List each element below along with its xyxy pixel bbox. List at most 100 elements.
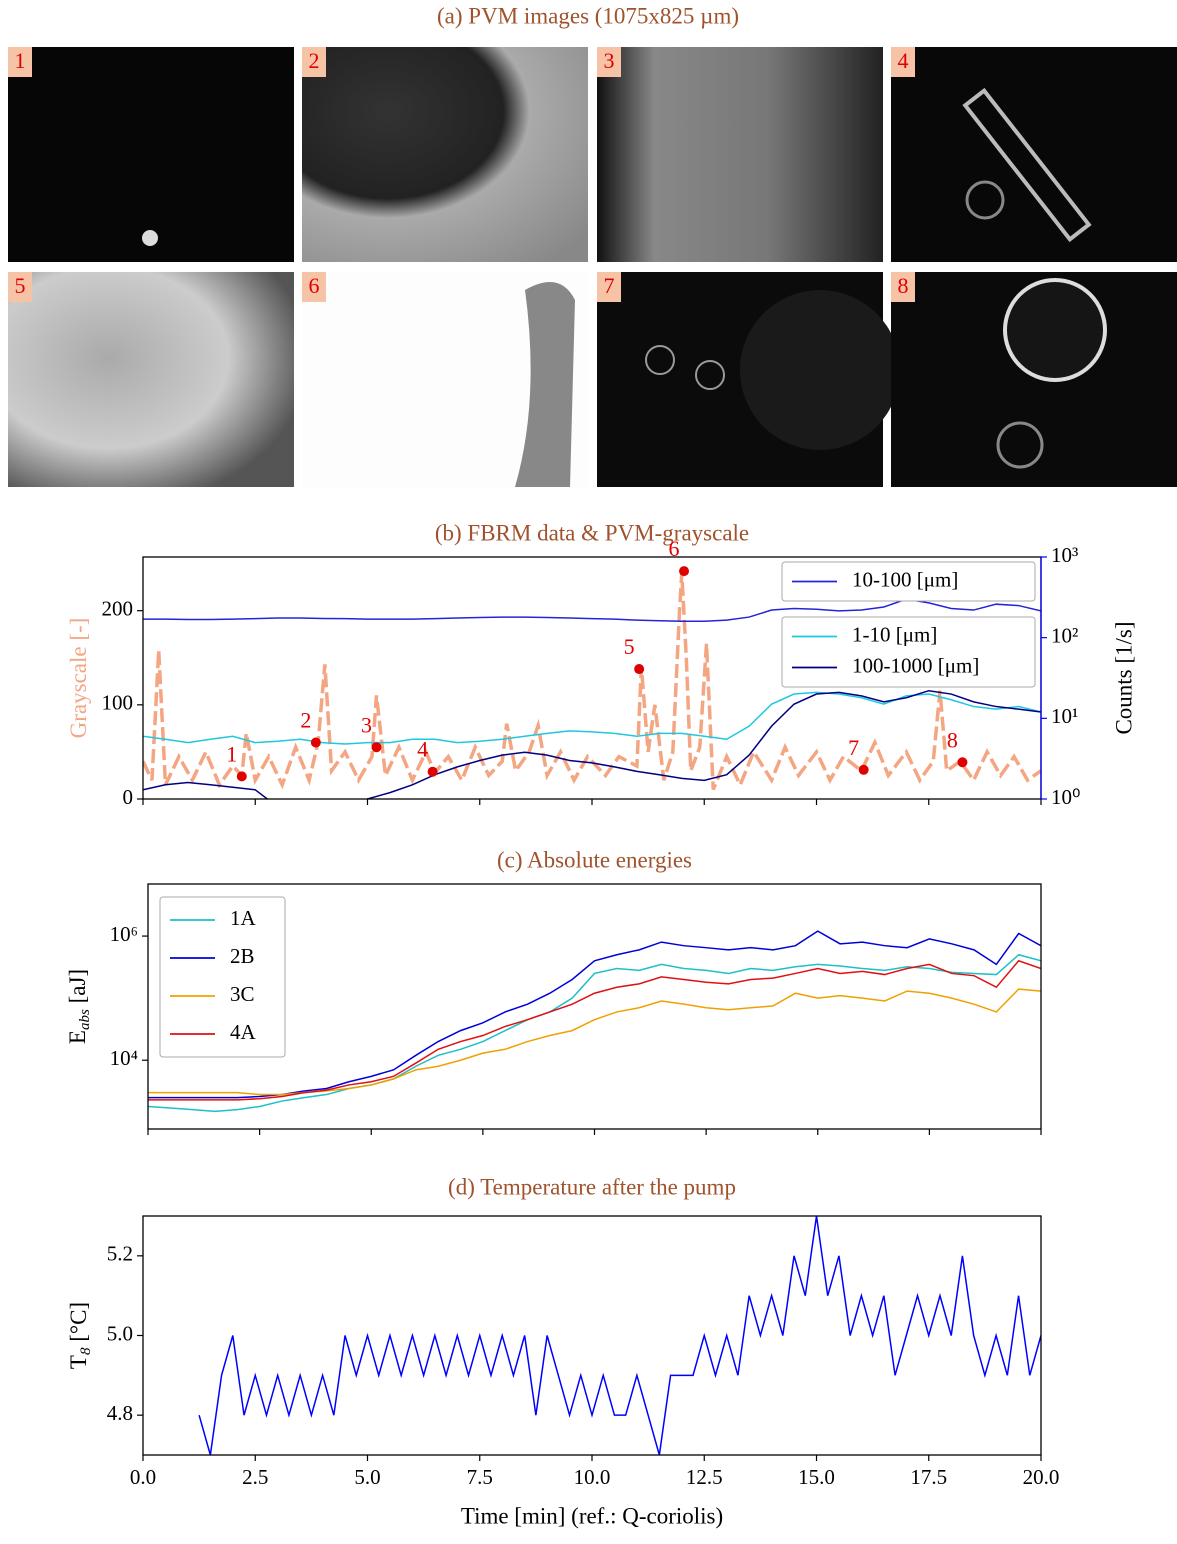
image-label: 8 (898, 273, 909, 298)
y-axis-label-part: E (65, 1030, 90, 1044)
highlight-label: 6 (669, 536, 680, 561)
image (8, 47, 294, 262)
y-axis-label-part: Grayscale [-] (66, 618, 91, 739)
chart-title: (c) Absolute energies (497, 847, 692, 872)
legend-box (781, 561, 1036, 602)
chart-title: (b) FBRM data & PVM-grayscale (435, 520, 749, 545)
legend-box (159, 896, 286, 1058)
plot-frame (142, 1215, 1042, 1456)
highlight-label: 5 (624, 634, 635, 659)
y-tick-label: 100 (102, 691, 134, 715)
image (8, 272, 294, 487)
legend-label: 1-10 [μm] (852, 622, 937, 646)
y2-tick-label: 10⁰ (1051, 785, 1080, 809)
image-label-box (302, 272, 326, 302)
highlight-label: 8 (947, 727, 958, 752)
x-tick-label: 7.5 (467, 1465, 493, 1489)
x-tick-label: 10.0 (574, 1465, 611, 1489)
data-line (148, 953, 1041, 1113)
x-tick-label: 0.0 (130, 1465, 156, 1489)
y-axis-label: T8 [°C] (66, 1302, 94, 1369)
image-label: 4 (898, 48, 909, 73)
highlight-point (957, 757, 968, 768)
image (302, 47, 588, 262)
bubble (1003, 278, 1107, 382)
y-axis-label-part: 8 (78, 1347, 94, 1355)
plot-frame (147, 883, 1042, 1130)
highlight-point (679, 566, 690, 577)
y-axis-label: Grayscale [-] (66, 618, 91, 739)
pvm-images (8, 47, 1177, 487)
image-label-box (891, 272, 915, 302)
crystal (962, 87, 1092, 243)
bubble (996, 421, 1044, 469)
data-line (143, 572, 1041, 791)
image-label-box (891, 47, 915, 77)
image-label: 6 (309, 273, 320, 298)
data-line (143, 689, 1041, 799)
y2-tick-label: 10³ (1051, 543, 1078, 567)
highlight-label: 1 (226, 741, 237, 766)
y-axis-label-part: [aJ] (65, 969, 90, 1009)
x-tick-label: 2.5 (242, 1465, 268, 1489)
highlight-point (858, 764, 869, 775)
y-axis-label-part: T (66, 1355, 91, 1369)
data-line (148, 959, 1041, 1101)
legend-label: 1A (230, 906, 257, 930)
images-title: (a) PVM images (1075x825 µm) (437, 3, 739, 28)
data-line (148, 930, 1041, 1099)
x-tick-label: 15.0 (798, 1465, 835, 1489)
image (597, 47, 883, 262)
legend-label: 3C (230, 982, 255, 1006)
y-axis-label-part: [°C] (66, 1302, 91, 1348)
x-tick-label: 20.0 (1023, 1465, 1060, 1489)
chart-title: (d) Temperature after the pump (448, 1174, 736, 1199)
legend-label: 10-100 [μm] (852, 567, 958, 591)
y-tick-label: 0 (123, 785, 134, 809)
image-label: 5 (15, 273, 26, 298)
x-tick-label: 17.5 (910, 1465, 947, 1489)
x-tick-label: 12.5 (686, 1465, 723, 1489)
y-tick-label: 5.0 (107, 1321, 133, 1345)
particle (142, 230, 158, 246)
highlight-point (310, 737, 321, 748)
bubble (965, 180, 1005, 220)
image-label-box (8, 47, 32, 77)
data-line (143, 691, 1041, 745)
x-axis-label: Time [min] (ref.: Q-coriolis) (461, 1503, 723, 1528)
x-tick-label: 5.0 (354, 1465, 380, 1489)
image-label-box (597, 272, 621, 302)
y-axis-label: Eabs [aJ] (65, 969, 93, 1044)
legend-label: 4A (230, 1020, 257, 1044)
legend-box (781, 616, 1036, 688)
y-tick-label: 10⁴ (110, 1046, 138, 1070)
highlight-label: 4 (417, 737, 428, 762)
highlight-label: 7 (848, 735, 859, 760)
highlight-point (236, 771, 247, 782)
y-axis-label-part: abs (77, 1009, 93, 1030)
legend-label: 100-1000 [μm] (852, 653, 979, 677)
highlight-label: 3 (361, 712, 372, 737)
bubble (695, 360, 725, 390)
y2-tick-label: 10¹ (1051, 704, 1078, 728)
y2-axis-label: Counts [1/s] (1111, 621, 1136, 734)
legend-label: 2B (230, 944, 255, 968)
image-label: 3 (604, 48, 615, 73)
highlight-point (427, 766, 438, 777)
highlight-point (634, 664, 645, 675)
bubble (645, 345, 675, 375)
particle (515, 282, 575, 487)
particle (740, 290, 900, 450)
highlight-point (371, 742, 382, 753)
image-label-box (302, 47, 326, 77)
image-label-box (8, 272, 32, 302)
y-tick-label: 10⁶ (110, 922, 138, 946)
image-label: 1 (15, 48, 26, 73)
image-label-box (597, 47, 621, 77)
image-label: 2 (309, 48, 320, 73)
y-tick-label: 5.2 (107, 1242, 133, 1266)
y2-tick-label: 10² (1051, 623, 1078, 647)
highlight-label: 2 (300, 708, 311, 733)
image-label: 7 (604, 273, 615, 298)
